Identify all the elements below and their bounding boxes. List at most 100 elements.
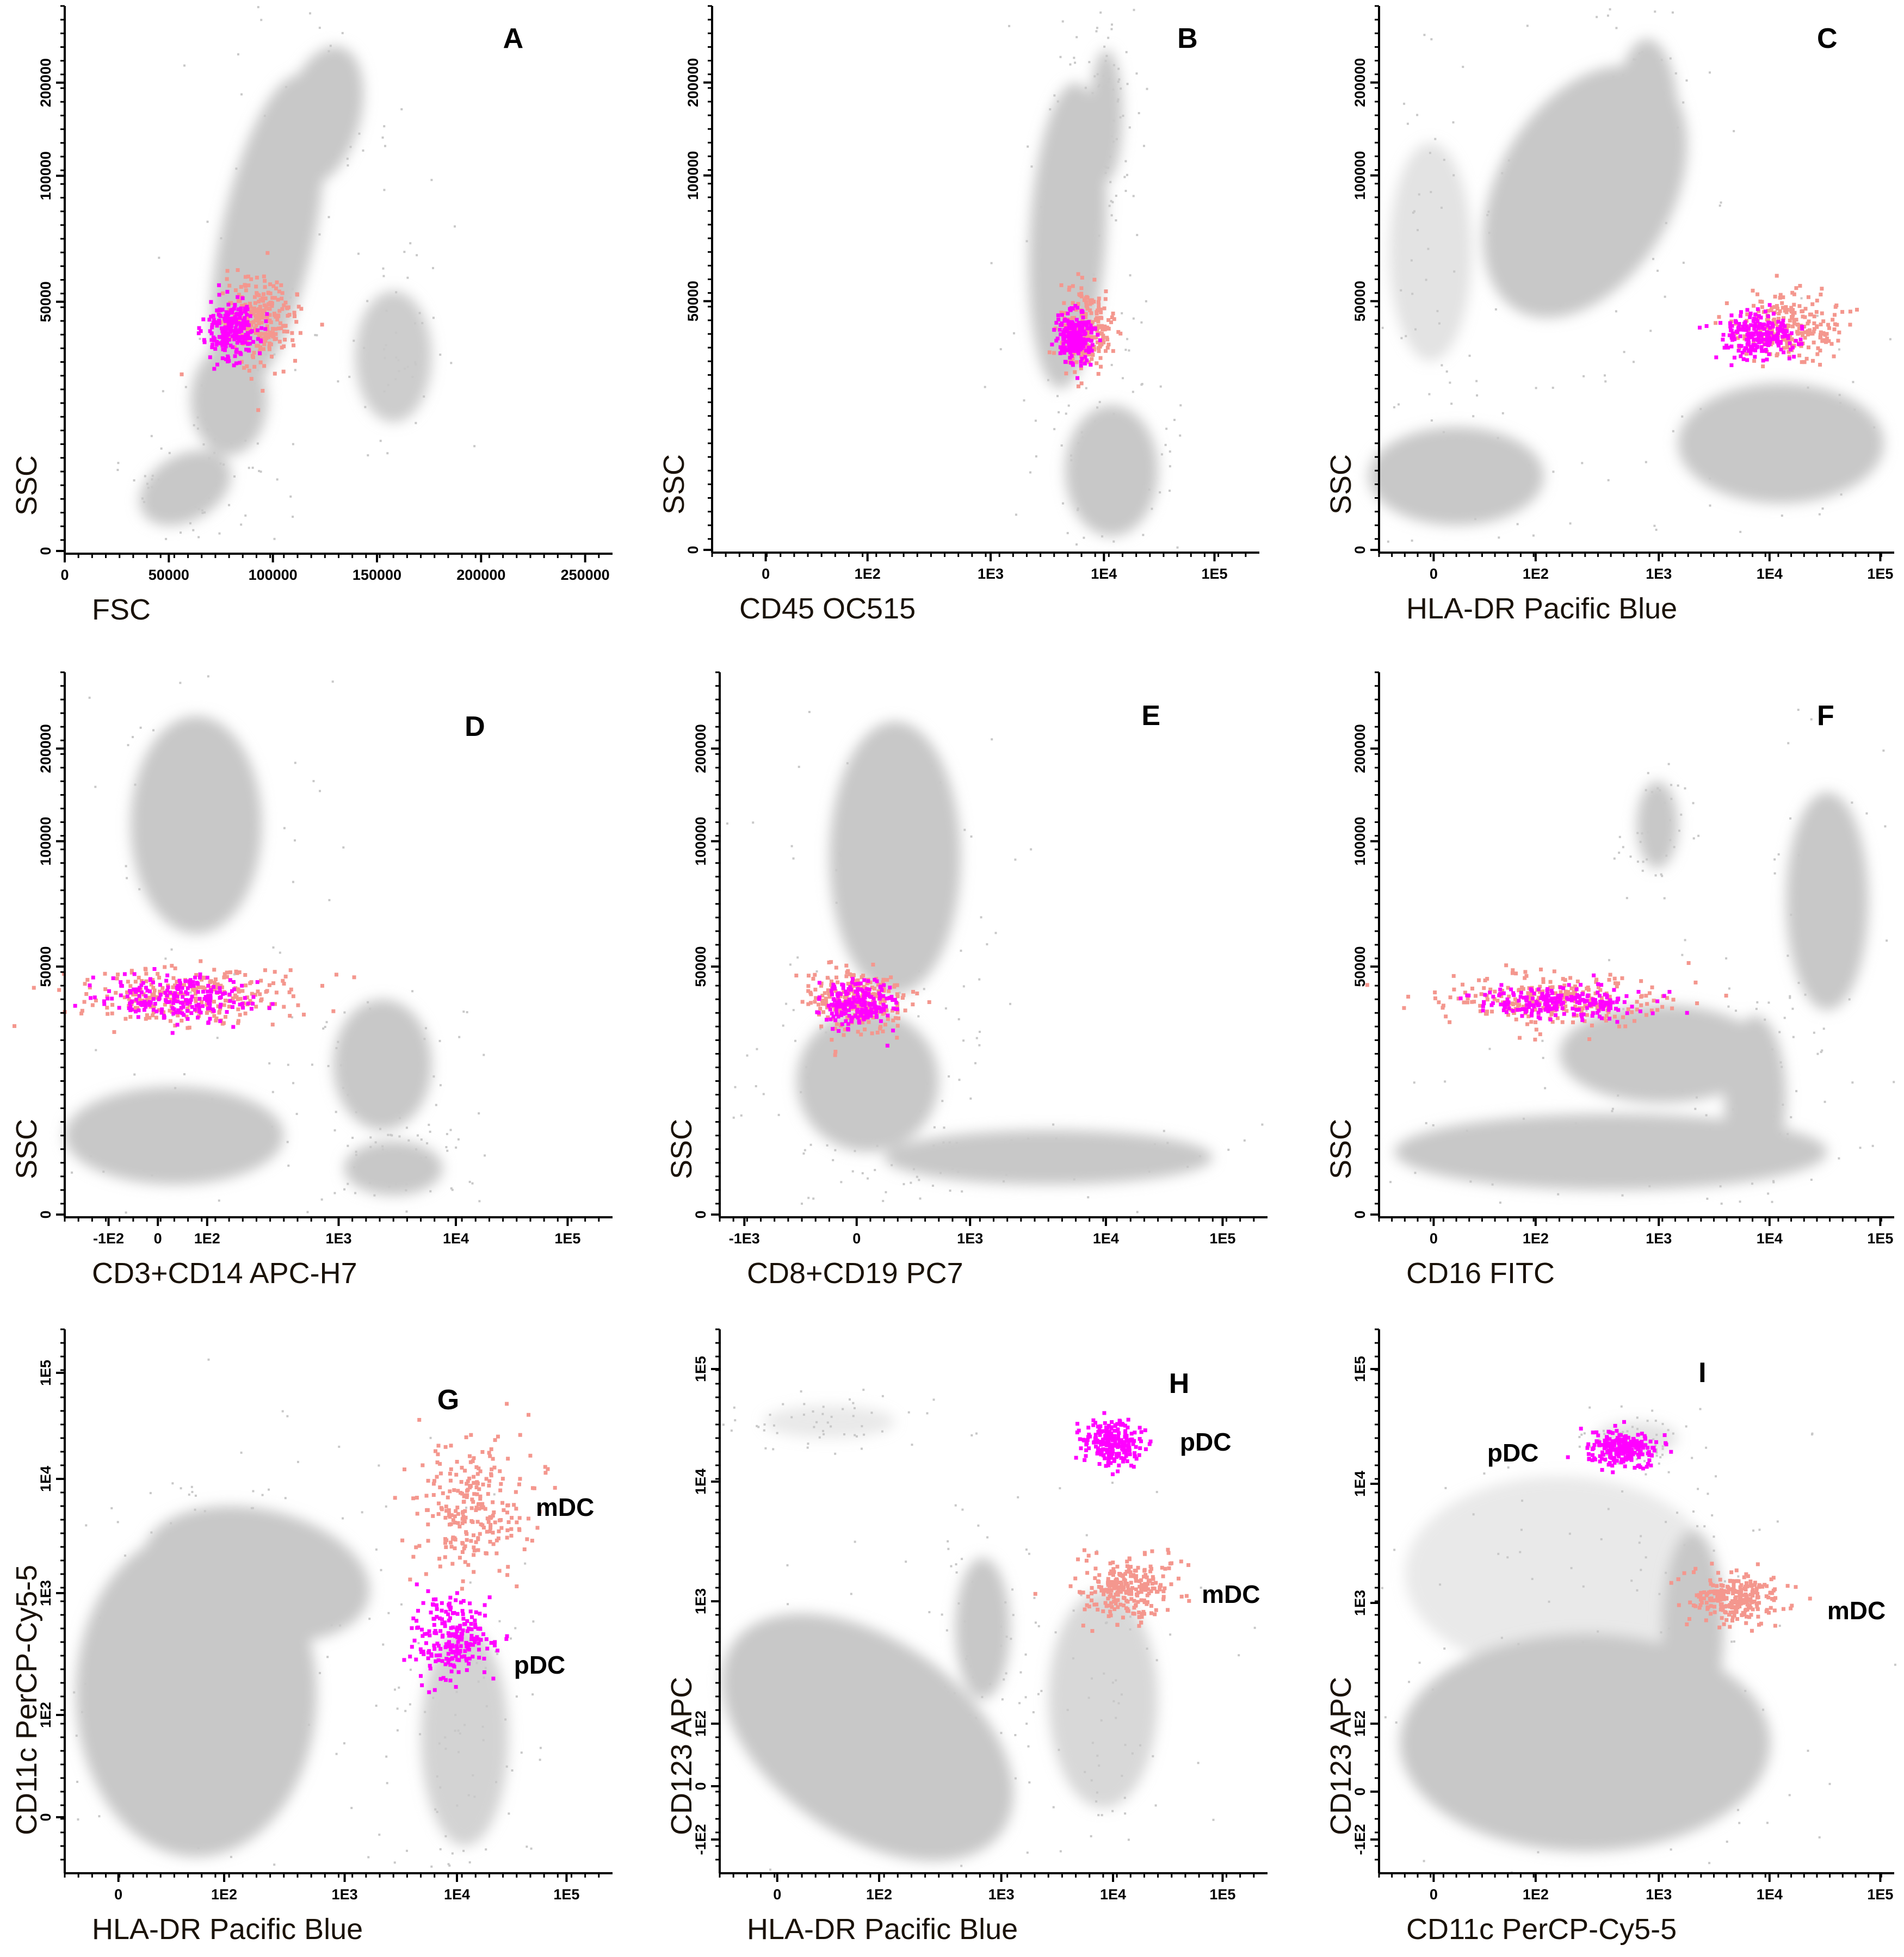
gated-event-dot xyxy=(295,293,299,297)
event-dot xyxy=(1131,501,1134,504)
gated-event-dot xyxy=(139,1000,144,1005)
event-dot xyxy=(1786,1138,1789,1141)
gated-event-dot xyxy=(125,994,129,999)
gated-event-dot xyxy=(120,984,124,988)
gated-event-dot xyxy=(1751,288,1755,293)
gated-event-dot xyxy=(227,993,232,997)
event-dot xyxy=(216,338,219,341)
gated-event-dot xyxy=(1718,321,1723,325)
gated-event-dot xyxy=(135,987,139,992)
event-dot xyxy=(257,163,260,165)
gated-event-dot xyxy=(203,995,208,999)
gated-event-dot xyxy=(225,1010,229,1014)
gated-event-dot xyxy=(1797,342,1801,346)
gated-event-dot xyxy=(233,303,237,307)
event-dot xyxy=(407,1179,410,1181)
gated-event-dot xyxy=(1611,1000,1615,1005)
gated-event-dot xyxy=(208,996,212,1000)
event-dot xyxy=(286,1415,289,1417)
gated-event-dot xyxy=(1483,993,1487,997)
gated-event-dot xyxy=(1573,984,1578,989)
event-dot xyxy=(1012,332,1015,335)
gated-event-dot xyxy=(157,975,162,980)
panel-letter: A xyxy=(503,23,524,55)
gated-event-dot xyxy=(145,988,150,993)
event-population-density xyxy=(421,1628,509,1846)
gated-event-dot xyxy=(1792,302,1796,307)
event-dot xyxy=(369,1145,372,1148)
gated-event-dot xyxy=(214,343,219,347)
event-population-density xyxy=(1065,405,1158,536)
event-dot xyxy=(1534,191,1537,194)
event-dot xyxy=(394,331,397,334)
event-dot xyxy=(1124,189,1127,192)
gated-event-dot xyxy=(891,1006,895,1011)
event-dot xyxy=(1807,386,1809,389)
gated-event-dot xyxy=(157,997,161,1001)
gated-event-dot xyxy=(1594,977,1599,982)
event-dot xyxy=(347,164,349,167)
gated-event-dot xyxy=(1778,324,1783,329)
gated-event-dot xyxy=(1546,1009,1550,1013)
event-dot xyxy=(1046,245,1049,248)
gated-event-dot xyxy=(173,999,177,1004)
gated-event-dot xyxy=(831,1027,835,1031)
gated-event-dot xyxy=(248,342,252,346)
event-dot xyxy=(812,1197,815,1200)
gated-event-dot xyxy=(196,990,200,994)
gated-event-dot xyxy=(843,1011,848,1015)
gated-event-dot xyxy=(1569,995,1573,999)
event-dot xyxy=(237,53,239,55)
gated-event-dot xyxy=(1763,309,1767,314)
event-dot xyxy=(85,1524,88,1527)
gated-event-dot xyxy=(229,325,233,330)
event-dot xyxy=(962,1039,965,1042)
event-dot xyxy=(1107,36,1110,39)
gated-event-dot xyxy=(1467,993,1471,998)
event-dot xyxy=(1569,522,1572,525)
gated-event-dot xyxy=(57,988,61,992)
gated-event-dot xyxy=(1578,998,1582,1002)
event-dot xyxy=(1261,1123,1264,1126)
gated-event-dot xyxy=(1751,343,1755,348)
gated-event-dot xyxy=(1755,292,1760,296)
gated-event-dot xyxy=(1535,1001,1540,1006)
gated-event-dot xyxy=(1752,340,1756,344)
event-dot xyxy=(347,1094,349,1097)
gated-event-dot xyxy=(236,335,240,339)
event-dot xyxy=(1664,295,1666,298)
gated-event-dot xyxy=(842,1002,846,1007)
gated-event-dot xyxy=(1786,333,1790,338)
y-tick-label: 50000 xyxy=(38,946,54,987)
gated-event-dot xyxy=(165,993,169,998)
gated-event-dot xyxy=(1807,345,1811,350)
event-dot xyxy=(1665,854,1668,857)
gated-event-dot xyxy=(241,318,245,323)
gated-event-dot xyxy=(1062,301,1066,305)
event-dot xyxy=(162,390,164,393)
event-dot xyxy=(1102,118,1105,121)
event-dot xyxy=(382,267,385,270)
gated-event-dot xyxy=(1491,994,1495,999)
x-tick-label: 0 xyxy=(60,567,69,583)
gated-event-dot xyxy=(224,357,228,362)
event-dot xyxy=(1434,138,1437,140)
event-dot xyxy=(416,1174,419,1177)
gated-event-dot xyxy=(1498,987,1503,992)
panel-letter: F xyxy=(1816,700,1834,732)
gated-event-dot xyxy=(811,976,815,981)
event-dot xyxy=(1551,386,1554,389)
gated-event-dot xyxy=(1752,304,1756,308)
gated-event-dot xyxy=(854,1002,858,1007)
event-dot xyxy=(1105,1162,1108,1165)
event-dot xyxy=(755,1085,757,1087)
gated-event-dot xyxy=(1560,1020,1565,1024)
event-dot xyxy=(367,454,369,457)
gated-event-dot xyxy=(186,1017,190,1021)
gated-event-dot xyxy=(208,355,212,360)
gated-event-dot xyxy=(1733,319,1738,323)
gated-event-dot xyxy=(1803,307,1808,311)
gated-event-dot xyxy=(194,987,198,992)
gated-event-dot xyxy=(299,307,304,311)
